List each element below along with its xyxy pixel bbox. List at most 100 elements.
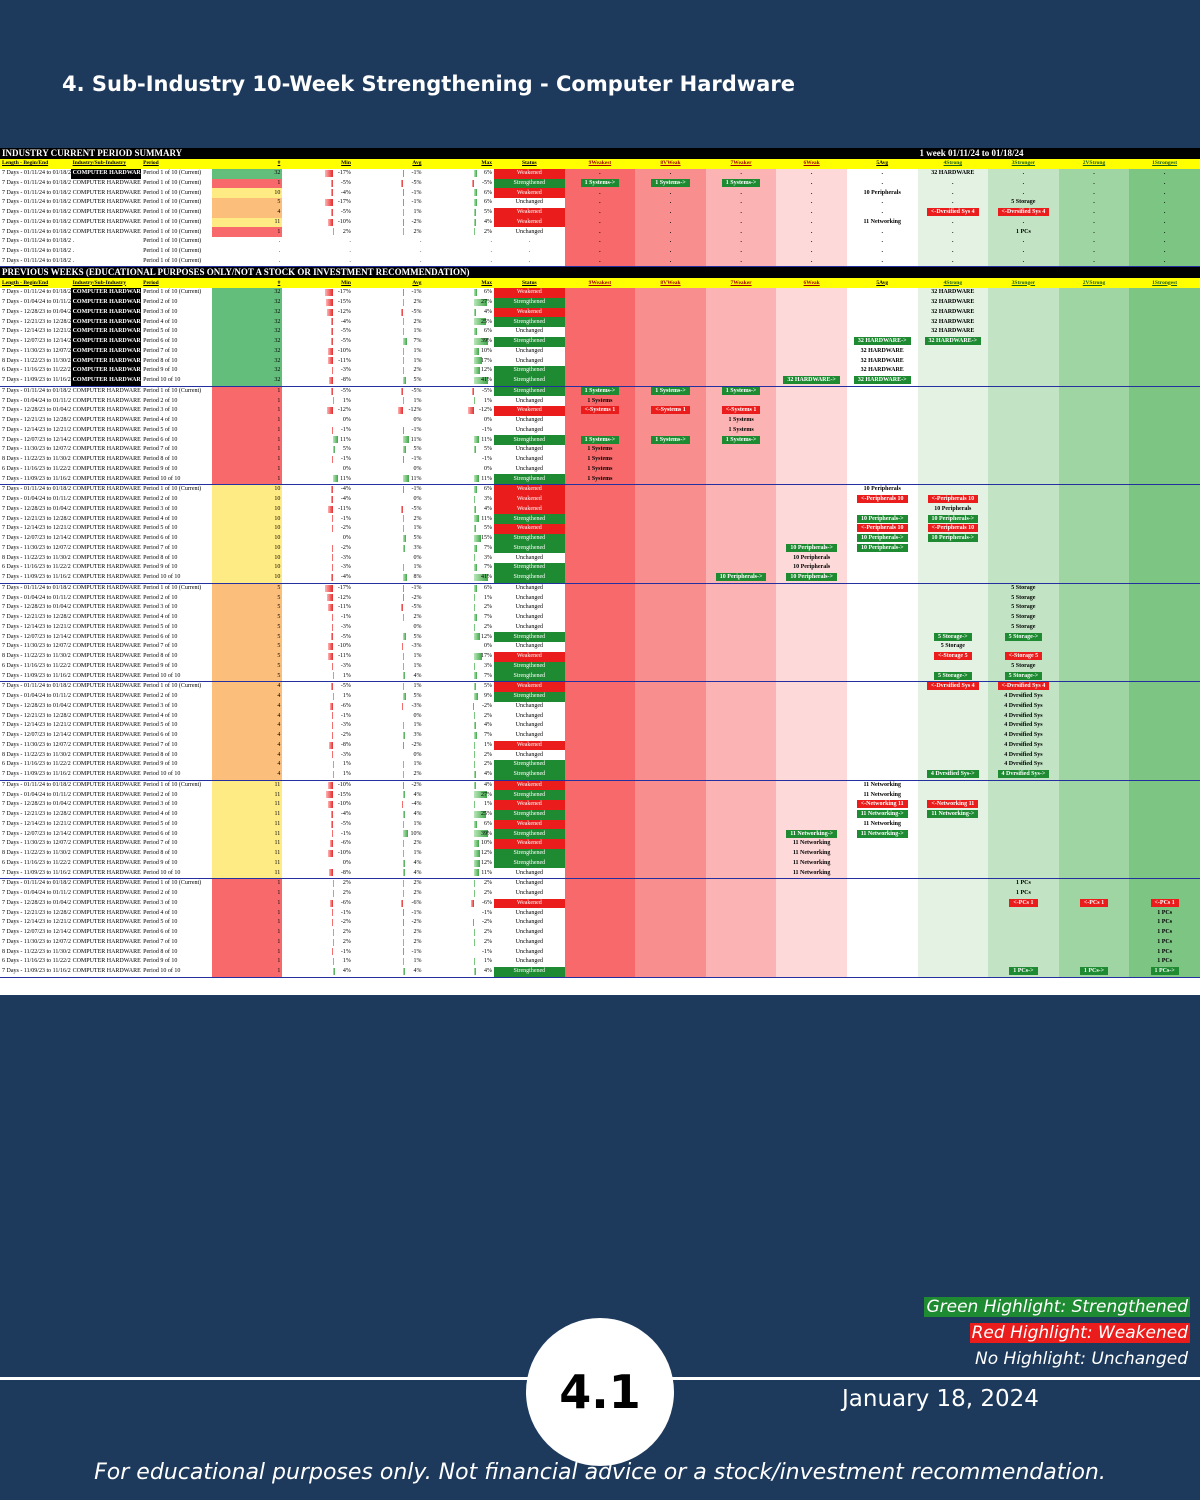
row-length: 7 Days - 11/09/23 to 11/16/23 [0, 375, 71, 387]
rank-cell: 32 HARDWARE [846, 366, 918, 376]
row-length: 8 Days - 11/22/23 to 11/30/23 [2, 653, 71, 660]
pct-value: -5% [340, 209, 351, 216]
row-length: 7 Days - 12/07/23 to 12/14/23 [2, 436, 71, 443]
rank-cell [1058, 386, 1130, 397]
pct-value: 11% [410, 475, 422, 482]
row-max: 5% [423, 445, 494, 455]
pct-value: -3% [340, 662, 351, 669]
rank-cell [635, 583, 706, 594]
rank-cell [564, 484, 636, 495]
rank-cell: . [988, 178, 1059, 189]
rank-cell [564, 721, 636, 731]
row-avg: 1% [353, 356, 424, 366]
row-status: Weakened [494, 288, 565, 298]
pct-value: -10% [337, 643, 351, 650]
pct-bar [473, 702, 475, 710]
rank-chip: . [1022, 218, 1025, 225]
rank-cell [705, 711, 777, 721]
rank-cell [917, 918, 989, 928]
row-avg: -1% [353, 426, 424, 436]
row-count: 4 [211, 750, 283, 760]
pct-value: 1% [413, 357, 422, 364]
pct-value: -5% [340, 820, 351, 827]
pct-bar [332, 228, 334, 236]
pct-value: 2% [413, 299, 422, 306]
pct-value: 1% [342, 958, 351, 965]
row-length: 7 Days - 01/11/24 to 01/18/24 [2, 238, 71, 245]
rank-cell [776, 297, 847, 308]
rank-cell [988, 642, 1059, 652]
row-period: Period 6 of 10 [143, 830, 178, 837]
pct-value: 0% [413, 465, 422, 472]
rank-cell [705, 474, 777, 486]
table-row: 7 Days - 12/14/23 to 12/21/23 COMPUTER HA… [0, 524, 1200, 534]
row-count: 1 [211, 927, 283, 938]
rank-cell [1058, 868, 1130, 880]
rank-cell [917, 553, 989, 563]
pct-bar [327, 604, 333, 611]
pct-value: 0% [413, 712, 422, 719]
row-length: 7 Days - 12/14/23 to 12/21/23 [2, 525, 71, 532]
row-status: Strengthened [494, 366, 565, 376]
pct-value: -3% [411, 702, 422, 709]
rank-chip: . [1093, 238, 1095, 245]
pct-value: 1% [413, 958, 422, 965]
rank-chip: 5 Storage [1011, 584, 1036, 591]
row-max: 25% [423, 810, 494, 820]
rank-cell: 32 HARDWARE [917, 327, 989, 337]
rank-chip: 1 Systems-> [651, 178, 690, 187]
row-max: 2% [423, 750, 494, 760]
row-min: -3% [282, 553, 353, 563]
pct-bar [474, 328, 477, 335]
rank-cell [705, 317, 777, 327]
pct-value: 10% [481, 840, 493, 847]
row-industry: COMPUTER HARDWARE - Computer Based Syste… [72, 397, 142, 404]
row-min: -2% [282, 731, 353, 741]
rank-cell: . [917, 217, 989, 228]
rank-cell [635, 937, 706, 948]
row-status: Unchanged [494, 227, 565, 237]
table-row: 7 Days - 01/11/24 to 01/18/24 COMPUTER HA… [0, 227, 1200, 237]
pct-bar [324, 289, 333, 296]
row-max: 6% [423, 288, 494, 298]
rank-chip: 4 Dvrsified Sys [1004, 741, 1043, 748]
table-row: 8 Days - 11/22/23 to 11/30/23 COMPUTER HA… [0, 750, 1200, 760]
table-row: 8 Days - 11/22/23 to 11/30/23 COMPUTER HA… [0, 553, 1200, 563]
row-length: 8 Days - 11/22/23 to 11/30/23 [2, 554, 71, 561]
rank-cell: . [988, 168, 1059, 179]
row-length: 7 Days - 01/11/24 to 01/18/24 [0, 256, 71, 268]
rank-chip: 1 PCs-> [1150, 967, 1179, 976]
rank-chip: . [669, 199, 672, 206]
column-header-row: Length - Begin/End Industry/Sub-Industry P… [0, 159, 1200, 169]
pct-bar [327, 505, 333, 513]
rank-chip: 10 Peripherals [863, 486, 901, 493]
row-max: 6% [423, 169, 494, 179]
pct-value: 1% [413, 761, 422, 768]
row-period: Period 7 of 10 [143, 938, 178, 945]
rank-cell [917, 888, 989, 899]
rank-chip: . [1022, 248, 1025, 255]
row-industry: COMPUTER HARDWARE - Diversified Computer… [72, 732, 142, 739]
rank-cell [988, 346, 1059, 357]
pct-value: -3% [340, 554, 351, 561]
row-count: 4 [211, 730, 283, 741]
row-max: 2% [423, 928, 494, 938]
row-count: 4 [211, 701, 283, 712]
pct-value: -17% [337, 170, 351, 177]
row-period: Period 6 of 10 [143, 436, 178, 443]
row-period: Period 9 of 10 [143, 564, 178, 571]
row-industry: COMPUTER HARDWARE [70, 356, 142, 366]
row-max: 6% [423, 188, 494, 198]
rank-cell [705, 336, 777, 347]
row-length: 7 Days - 01/04/24 to 01/11/24 [2, 397, 71, 404]
pct-value: -2% [411, 919, 422, 926]
pct-value: 11% [481, 869, 493, 876]
pct-value: -4% [340, 318, 351, 325]
rank-cell [1129, 730, 1200, 741]
row-max: 6% [423, 485, 494, 495]
table-row: 7 Days - 01/04/24 to 01/11/24 COMPUTER HA… [0, 888, 1200, 899]
rank-cell [564, 415, 636, 426]
rank-chip: . [740, 209, 742, 216]
pct-value: 0% [413, 751, 422, 758]
pct-bar [473, 919, 475, 926]
